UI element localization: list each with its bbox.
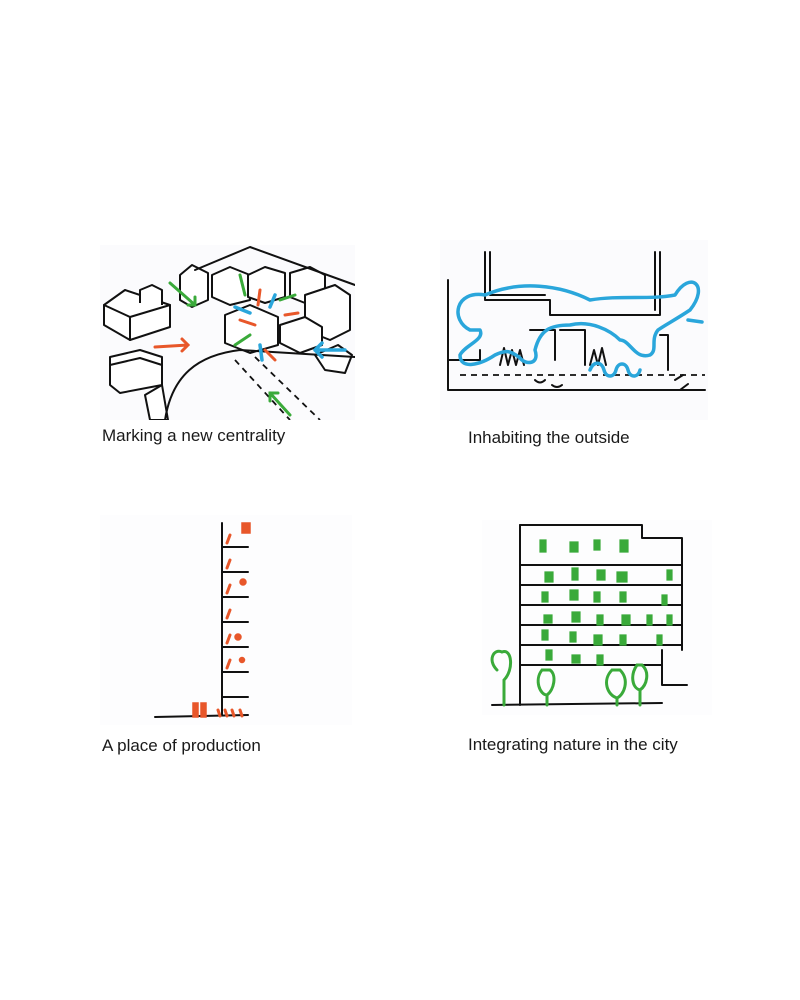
production-sketch xyxy=(100,515,352,725)
centrality-sketch xyxy=(100,245,355,420)
caption-nature: Integrating nature in the city xyxy=(468,735,678,754)
caption-centrality: Marking a new centrality xyxy=(102,426,286,445)
nature-sketch xyxy=(482,520,712,715)
caption-production: A place of production xyxy=(102,736,261,755)
outside-sketch xyxy=(440,240,708,420)
caption-outside: Inhabiting the outside xyxy=(468,428,630,447)
